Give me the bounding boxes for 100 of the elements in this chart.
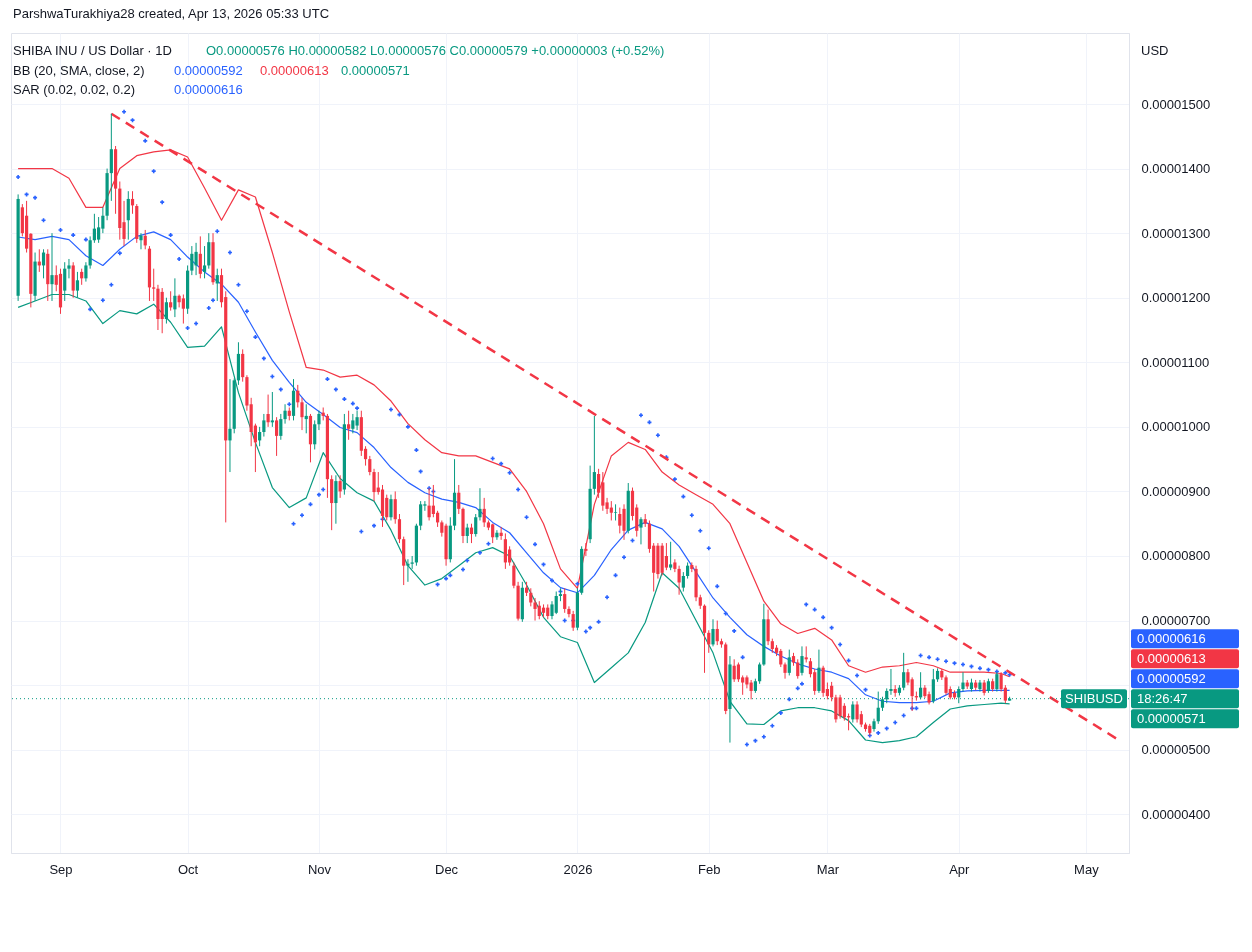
y-tick-label: 0.00001300 (1141, 225, 1211, 241)
candlestick (194, 242, 198, 276)
x-tick-label: 2026 (563, 861, 593, 877)
candlestick (313, 419, 317, 450)
ref-line-label: SHIBUSD (1065, 690, 1123, 706)
candlestick (397, 513, 402, 544)
text: 0.00000616 (1137, 630, 1206, 646)
candlestick (978, 679, 982, 693)
candlestick (834, 694, 838, 724)
candlestick (677, 565, 681, 596)
x-tick-label: Sep (49, 861, 73, 877)
candlestick (715, 620, 719, 646)
y-tick-label: 0.00000400 (1141, 806, 1211, 822)
x-tick-label: Dec (435, 861, 459, 877)
text: 0.00000592 (1137, 670, 1206, 686)
candlestick (503, 532, 507, 570)
candlestick (279, 413, 283, 441)
candlestick (274, 416, 279, 457)
annotation: BB (20, SMA, close, 2) (13, 63, 145, 78)
candlestick (745, 674, 749, 689)
candlestick (902, 652, 906, 691)
candlestick (181, 294, 185, 325)
candlestick (817, 649, 821, 694)
candlestick (300, 397, 304, 431)
candlestick (164, 297, 169, 325)
annotation: O0.00000576 H0.00000582 L0.00000576 C0.00000579 +0.00000003 (+0.52%) (206, 43, 665, 58)
annotation: 0.00000613 (260, 63, 329, 78)
candlestick (584, 542, 588, 557)
candlestick (804, 645, 808, 664)
y-tick-label: 0.00001400 (1141, 161, 1211, 177)
text: 0.00000571 (1137, 710, 1206, 726)
candlestick (851, 700, 855, 724)
candlestick (372, 468, 376, 502)
candlestick (601, 471, 605, 512)
y-tick-label: 0.00001500 (1141, 96, 1211, 112)
y-tick-label: 0.00000800 (1141, 548, 1211, 564)
candlestick (190, 245, 194, 276)
annotation: SAR (0.02, 0.02, 0.2) (13, 82, 136, 97)
y-tick-label: 0.00001000 (1141, 419, 1211, 435)
candlestick (711, 618, 715, 647)
candlestick (567, 605, 571, 618)
candlestick (478, 487, 482, 521)
candlestick (673, 558, 677, 573)
candlestick (419, 500, 423, 531)
candlestick (622, 503, 626, 541)
candlestick (126, 190, 130, 241)
candlestick (766, 609, 770, 646)
candlestick (389, 494, 393, 521)
candlestick (270, 391, 274, 428)
candlestick (787, 649, 791, 676)
candlestick (334, 474, 338, 525)
candlestick (758, 662, 762, 685)
x-tick-label: Apr (949, 861, 971, 877)
candlestick (283, 403, 287, 425)
candlestick (393, 490, 397, 525)
candlestick (355, 410, 359, 431)
candlestick (482, 497, 486, 528)
annotation: 0.00000571 (341, 63, 410, 78)
candlestick (474, 513, 478, 538)
candlestick (613, 503, 618, 521)
candlestick (368, 455, 372, 476)
candlestick (304, 403, 308, 434)
candlestick (639, 516, 643, 545)
candlestick (681, 571, 685, 592)
candlestick (207, 232, 211, 270)
candlestick (838, 694, 842, 720)
candlestick (67, 258, 71, 279)
candlestick (664, 542, 668, 571)
candlestick (139, 232, 143, 250)
annotation: 0.00000592 (174, 63, 243, 78)
candlestick (961, 671, 965, 693)
candlestick (97, 216, 101, 244)
candlestick (736, 662, 741, 683)
candlestick (550, 600, 554, 620)
y-tick-label: 0.00000900 (1141, 483, 1211, 499)
candlestick (537, 600, 541, 620)
y-tick-label: 0.00000500 (1141, 742, 1211, 758)
candlestick (347, 410, 351, 441)
candlestick (796, 658, 800, 680)
candlestick (351, 413, 355, 434)
candlestick (338, 474, 342, 499)
y-tick-label: 0.00001100 (1141, 354, 1210, 370)
x-tick-label: May (1074, 861, 1100, 877)
candlestick (944, 674, 948, 696)
y-tick-label: 0.00001200 (1141, 290, 1211, 306)
text: 0.00000613 (1137, 650, 1206, 666)
candlestick (202, 245, 207, 279)
x-tick-label: Nov (307, 861, 332, 877)
candlestick (533, 597, 537, 622)
y-tick-label: 0.00000700 (1141, 613, 1211, 629)
candlestick (495, 529, 499, 541)
candlestick (669, 541, 673, 571)
candlestick (554, 591, 558, 615)
annotation: 0.00000616 (174, 82, 243, 97)
candlestick (109, 113, 113, 202)
candlestick (779, 648, 783, 668)
candlestick (563, 587, 567, 614)
y-axis-title: USD (1141, 43, 1169, 58)
x-tick-label: Oct (177, 861, 199, 877)
candlestick (457, 484, 461, 515)
